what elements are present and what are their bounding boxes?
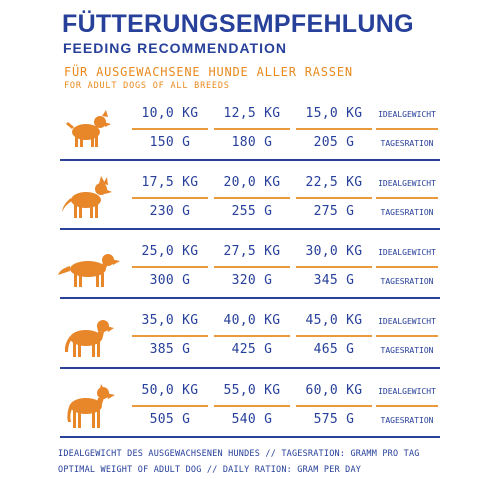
weight-label: IDEALGEWICHT — [378, 248, 436, 257]
orange-divider — [376, 128, 438, 130]
orange-divider — [296, 335, 372, 337]
ration-label: TAGESRATION — [380, 346, 434, 355]
ration-cell: 320 G — [231, 273, 273, 288]
orange-divider — [376, 197, 438, 199]
great-dane-dog-icon — [58, 384, 126, 430]
ration-label: TAGESRATION — [380, 277, 434, 286]
orange-divider — [132, 128, 208, 130]
ration-cell: 180 G — [231, 135, 273, 150]
shepherd-dog-icon — [58, 176, 126, 222]
row-separator — [60, 436, 440, 438]
row-separator — [60, 228, 440, 230]
ration-cell: 465 G — [313, 342, 355, 357]
weight-cell: 22,5 KG — [305, 175, 363, 190]
weight-cell: 12,5 KG — [223, 106, 281, 121]
ration-cell: 275 G — [313, 204, 355, 219]
ration-cell: 300 G — [149, 273, 191, 288]
orange-divider — [132, 197, 208, 199]
weight-cell: 60,0 KG — [305, 383, 363, 398]
footer-note-de: IDEALGEWICHT DES AUSGEWACHSENEN HUNDES /… — [58, 449, 420, 459]
orange-divider — [214, 128, 290, 130]
weight-label: IDEALGEWICHT — [378, 387, 436, 396]
orange-divider — [296, 197, 372, 199]
ration-label: TAGESRATION — [380, 416, 434, 425]
table-row: 17,5 KG 20,0 KG 22,5 KG 230 G 255 G 275 G IDEA… — [0, 162, 500, 232]
weight-cell: 40,0 KG — [223, 313, 281, 328]
weight-cell: 15,0 KG — [305, 106, 363, 121]
ration-cell: 345 G — [313, 273, 355, 288]
page-subtitle: FEEDING RECOMMENDATION — [63, 40, 287, 56]
orange-divider — [214, 266, 290, 268]
retriever-dog-icon — [58, 245, 126, 291]
orange-divider — [296, 405, 372, 407]
small-dog-icon — [58, 107, 126, 153]
ration-label: TAGESRATION — [380, 139, 434, 148]
orange-divider — [376, 405, 438, 407]
orange-divider — [214, 405, 290, 407]
weight-label: IDEALGEWICHT — [378, 179, 436, 188]
footer-note-en: OPTIMAL WEIGHT OF ADULT DOG // DAILY RAT… — [58, 465, 362, 475]
weight-cell: 27,5 KG — [223, 244, 281, 259]
ration-cell: 230 G — [149, 204, 191, 219]
labrador-dog-icon — [58, 314, 126, 360]
row-separator — [60, 159, 440, 161]
table-row: 10,0 KG 12,5 KG 15,0 KG 150 G 180 G 205 G IDEA… — [0, 93, 500, 163]
ration-cell: 385 G — [149, 342, 191, 357]
ration-cell: 540 G — [231, 412, 273, 427]
weight-cell: 50,0 KG — [141, 383, 199, 398]
orange-divider — [376, 335, 438, 337]
ration-cell: 575 G — [313, 412, 355, 427]
weight-cell: 10,0 KG — [141, 106, 199, 121]
weight-cell: 17,5 KG — [141, 175, 199, 190]
orange-divider — [296, 128, 372, 130]
ration-cell: 425 G — [231, 342, 273, 357]
orange-divider — [132, 266, 208, 268]
orange-divider — [132, 405, 208, 407]
weight-cell: 55,0 KG — [223, 383, 281, 398]
table-row: 25,0 KG 27,5 KG 30,0 KG 300 G 320 G 345 G IDEA… — [0, 231, 500, 301]
weight-cell: 30,0 KG — [305, 244, 363, 259]
weight-cell: 25,0 KG — [141, 244, 199, 259]
table-row: 50,0 KG 55,0 KG 60,0 KG 505 G 540 G 575 G IDEA… — [0, 370, 500, 440]
orange-divider — [132, 335, 208, 337]
subheading-en: FOR ADULT DOGS OF ALL BREEDS — [64, 81, 230, 91]
orange-divider — [296, 266, 372, 268]
orange-divider — [214, 197, 290, 199]
weight-label: IDEALGEWICHT — [378, 110, 436, 119]
orange-divider — [376, 266, 438, 268]
weight-cell: 20,0 KG — [223, 175, 281, 190]
subheading-de: FÜR AUSGEWACHSENE HUNDE ALLER RASSEN — [64, 65, 353, 79]
ration-cell: 150 G — [149, 135, 191, 150]
ration-label: TAGESRATION — [380, 208, 434, 217]
ration-cell: 205 G — [313, 135, 355, 150]
ration-cell: 255 G — [231, 204, 273, 219]
orange-divider — [214, 335, 290, 337]
weight-cell: 45,0 KG — [305, 313, 363, 328]
weight-cell: 35,0 KG — [141, 313, 199, 328]
page-title: FÜTTERUNGSEMPFEHLUNG — [62, 10, 414, 38]
ration-cell: 505 G — [149, 412, 191, 427]
table-row: 35,0 KG 40,0 KG 45,0 KG 385 G 425 G 465 G IDEA… — [0, 300, 500, 370]
weight-label: IDEALGEWICHT — [378, 317, 436, 326]
row-separator — [60, 297, 440, 299]
row-separator — [60, 367, 440, 369]
